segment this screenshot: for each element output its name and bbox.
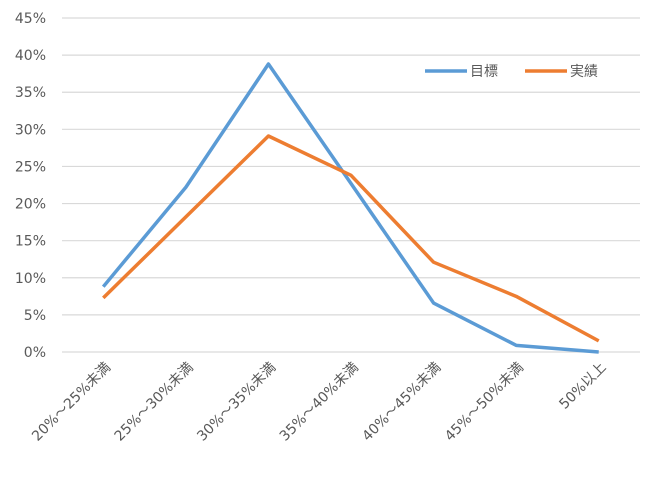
x-tick-label: 35%～40%未満	[277, 360, 362, 445]
x-tick-label: 20%～25%未満	[29, 360, 114, 445]
y-tick-label: 30%	[15, 122, 46, 138]
series-line-0	[103, 64, 598, 352]
y-tick-label: 5%	[24, 308, 46, 324]
y-tick-label: 10%	[15, 271, 46, 287]
x-tick-label: 30%～35%未満	[194, 360, 279, 445]
y-tick-label: 40%	[15, 48, 46, 64]
legend-label: 実績	[570, 64, 598, 80]
y-tick-label: 25%	[15, 159, 46, 175]
y-tick-label: 45%	[15, 11, 46, 27]
x-tick-label: 40%～45%未満	[359, 360, 444, 445]
y-tick-label: 15%	[15, 234, 46, 250]
y-tick-label: 35%	[15, 85, 46, 101]
x-tick-label: 45%～50%未満	[442, 360, 527, 445]
x-tick-label: 25%～30%未満	[112, 360, 197, 445]
y-tick-label: 0%	[24, 345, 46, 361]
y-tick-label: 20%	[15, 197, 46, 213]
legend-label: 目標	[470, 64, 498, 80]
x-tick-label: 50%以上	[556, 360, 609, 413]
